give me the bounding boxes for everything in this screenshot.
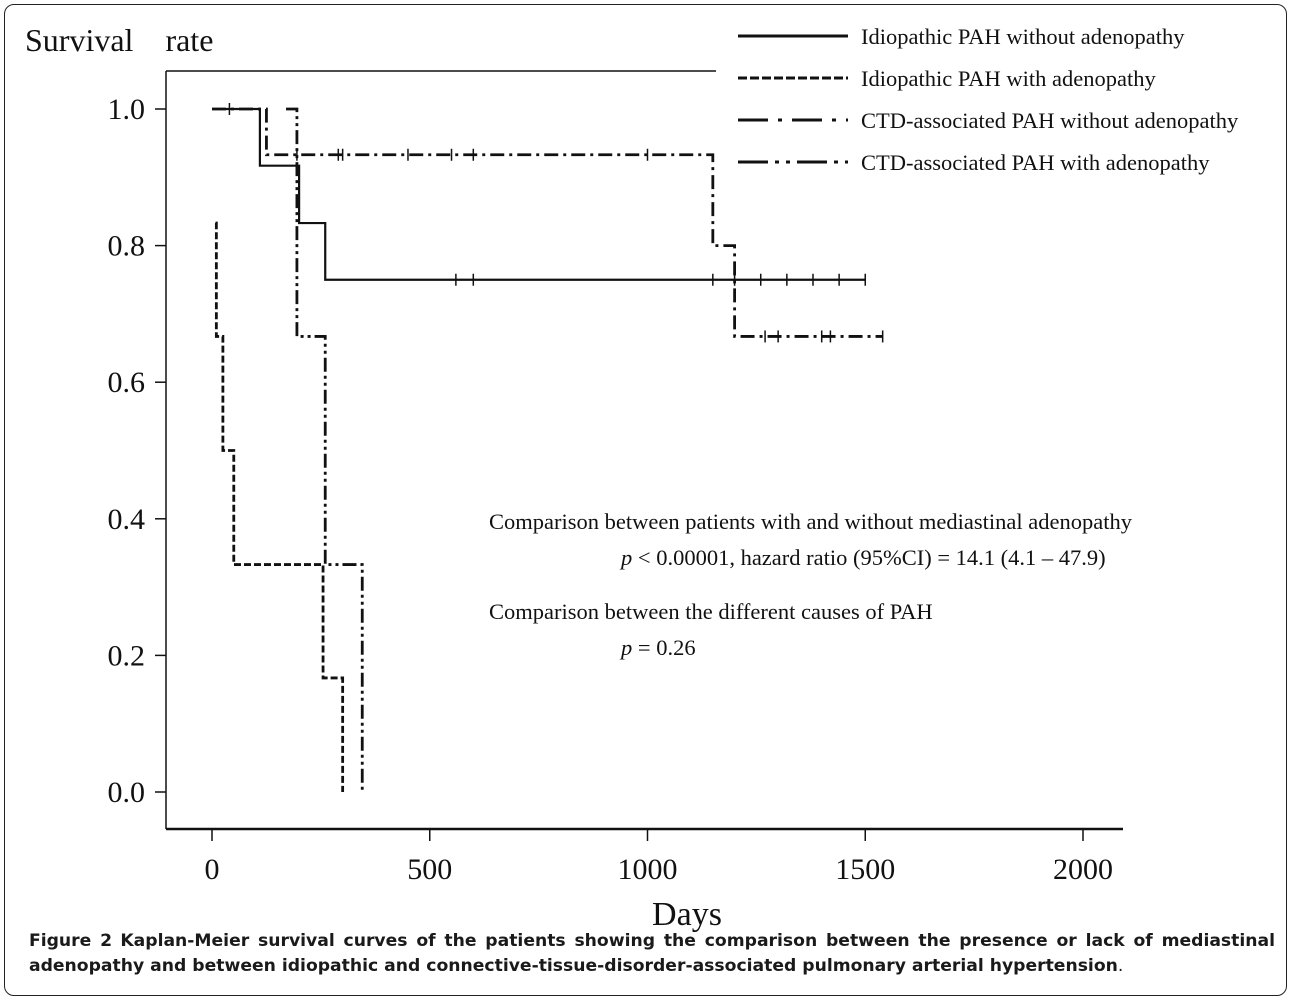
x-ticks: 0 500 1000 1500 2000 [205, 829, 1113, 886]
annotation-causes-pvalue: p = 0.26 [619, 635, 696, 660]
y-tick-label: 0.4 [108, 503, 146, 536]
curve-ctd-associated-pah-without-adenopathy [212, 107, 883, 338]
legend-label: Idiopathic PAH without adenopathy [861, 24, 1185, 49]
figure-label: Figure 2 [29, 931, 113, 951]
curve-ctd-associated-pah-with-adenopathy [286, 107, 364, 792]
y-ticks: 0.0 0.2 0.4 0.6 0.8 1.0 [108, 93, 166, 809]
figure-frame: 0.0 0.2 0.4 0.6 0.8 1.0 0 500 1000 1500 2000 Idio… [4, 4, 1287, 996]
y-tick-label: 0.2 [108, 639, 146, 672]
legend-label: Idiopathic PAH with adenopathy [861, 66, 1157, 91]
y-tick-label: 0.0 [108, 776, 146, 809]
curve-idiopathic-pah-with-adenopathy [214, 221, 345, 792]
y-tick-label: 0.8 [108, 230, 146, 263]
x-tick-label: 1000 [618, 853, 678, 886]
x-tick-label: 0 [205, 853, 220, 886]
legend-label: CTD-associated PAH with adenopathy [861, 150, 1210, 175]
annotation-adenopathy-comparison: Comparison between patients with and wit… [489, 509, 1133, 534]
legend: Idiopathic PAH without adenopathy Idiopat… [738, 24, 1239, 175]
figure-caption: Figure 2 Kaplan-Meier survival curves of… [29, 929, 1275, 979]
figure-caption-text: Kaplan-Meier survival curves of the pati… [29, 931, 1275, 976]
y-tick-label: 1.0 [108, 93, 146, 126]
y-axis-title: Survival rate [25, 22, 213, 58]
annotation-adenopathy-pvalue: p < 0.00001, hazard ratio (95%CI) = 14.1… [619, 545, 1106, 570]
x-tick-label: 500 [407, 853, 452, 886]
curve-idiopathic-pah-without-adenopathy [212, 107, 866, 281]
x-tick-label: 2000 [1053, 853, 1113, 886]
y-tick-label: 0.6 [108, 366, 146, 399]
survival-curves [212, 103, 884, 792]
km-chart: 0.0 0.2 0.4 0.6 0.8 1.0 0 500 1000 1500 2000 Idio… [25, 22, 1239, 933]
legend-label: CTD-associated PAH without adenopathy [861, 108, 1239, 133]
x-tick-label: 1500 [835, 853, 895, 886]
annotation-causes-comparison: Comparison between the different causes … [489, 599, 933, 624]
figure-caption-end: . [1117, 956, 1124, 976]
x-axis-title: Days [652, 896, 722, 933]
